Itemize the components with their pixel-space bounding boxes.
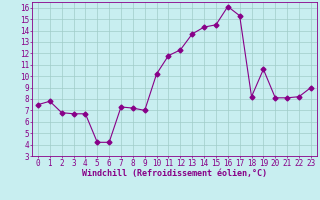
X-axis label: Windchill (Refroidissement éolien,°C): Windchill (Refroidissement éolien,°C) <box>82 169 267 178</box>
